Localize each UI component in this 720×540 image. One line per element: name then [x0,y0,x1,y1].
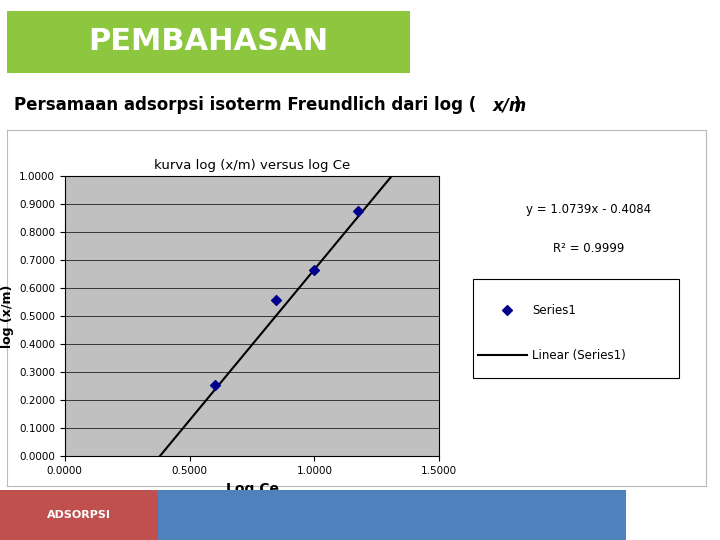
Point [270,296,282,305]
Title: kurva log (x/m) versus log Ce: kurva log (x/m) versus log Ce [154,159,350,172]
Text: x/m: x/m [492,96,527,114]
Text: Series1: Series1 [532,304,576,317]
Text: R² = 0.9999: R² = 0.9999 [552,242,624,255]
Text: Linear (Series1): Linear (Series1) [532,349,626,362]
Text: Persamaan adsorpsi isoterm Freundlich dari log (: Persamaan adsorpsi isoterm Freundlich da… [14,96,477,114]
Y-axis label: log (x/m): log (x/m) [1,284,14,348]
Text: ): ) [513,96,521,114]
Text: PEMBAHASAN: PEMBAHASAN [89,28,329,56]
Text: y = 1.0739x - 0.4084: y = 1.0739x - 0.4084 [526,202,651,215]
X-axis label: Log Ce: Log Ce [225,482,279,496]
Text: ADSORPSI: ADSORPSI [48,510,111,520]
Point [309,265,320,274]
Point [353,206,364,215]
Point [210,380,221,389]
FancyBboxPatch shape [473,279,679,377]
